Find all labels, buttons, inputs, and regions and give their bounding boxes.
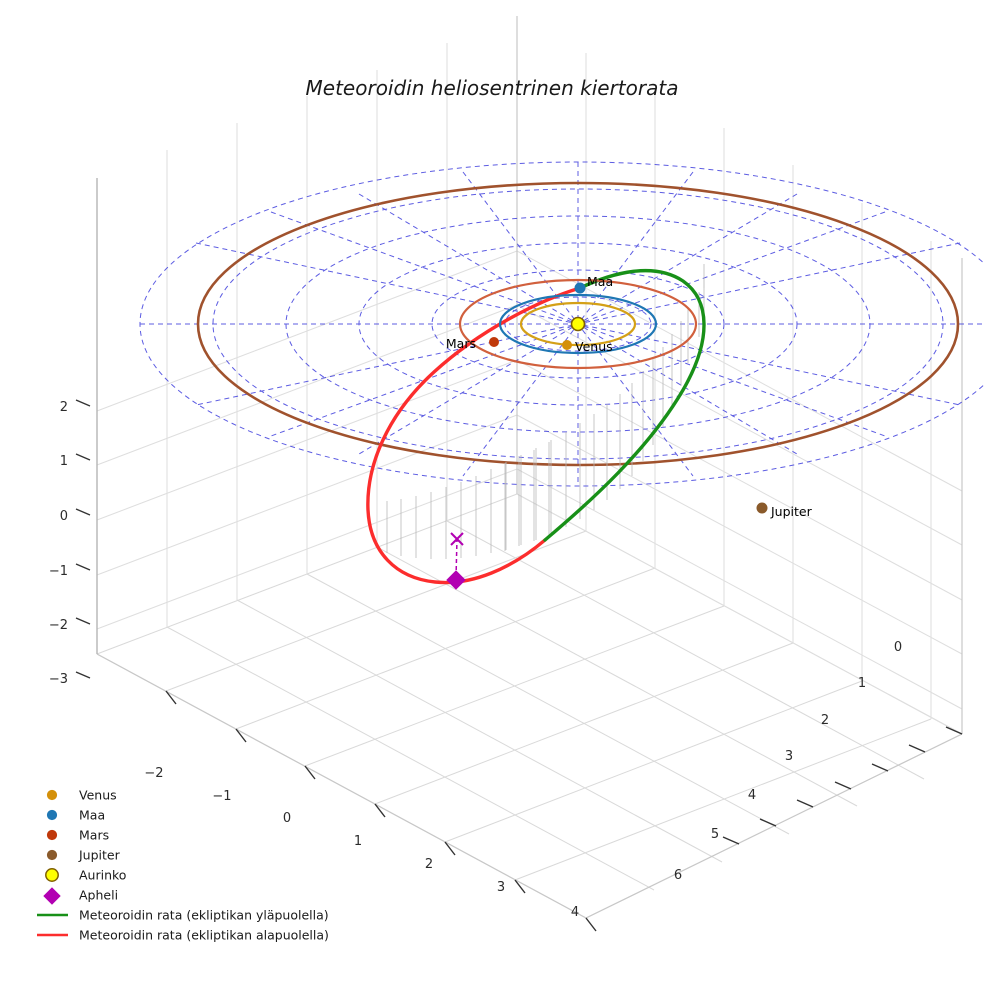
- x-tick-label: 4: [571, 905, 579, 920]
- planet-label-venus: Venus: [575, 339, 613, 354]
- planet-marker-maa: Maa: [574, 274, 613, 294]
- legend: Venus Maa Mars Jupiter Aurinko Apheli: [37, 788, 329, 943]
- legend-label: Jupiter: [78, 848, 121, 863]
- aphelion-group: [446, 532, 466, 590]
- legend-label: Meteoroidin rata (ekliptikan yläpuolella…: [79, 908, 329, 923]
- legend-label: Maa: [79, 808, 105, 823]
- box-edges: [96, 16, 963, 919]
- legend-label: Aurinko: [79, 868, 126, 883]
- z-tick-label: 1: [60, 454, 68, 469]
- legend-marker-circle-icon: [46, 829, 58, 841]
- legend-item-aurinko[interactable]: Aurinko: [45, 868, 127, 883]
- y-tick-label: 1: [858, 676, 866, 691]
- z-tick-label: 0: [60, 509, 68, 524]
- y-tick-label: 4: [748, 788, 756, 803]
- meteoroid-dropline-group: [386, 264, 705, 559]
- ecliptic-polar-grid: [139, 161, 984, 487]
- x-tick-label: −1: [212, 789, 231, 804]
- y-tick-label: 2: [821, 713, 829, 728]
- floor-grid: [96, 493, 963, 919]
- x-axis-ticks: [165, 690, 597, 932]
- sun-marker: [570, 316, 586, 332]
- legend-marker-circle-icon: [46, 849, 58, 861]
- meteoroid-orbit-above-ecliptic: [543, 268, 706, 542]
- y-tick-label: 5: [711, 827, 719, 842]
- jupiter-orbit: [196, 181, 960, 467]
- legend-item-mars[interactable]: Mars: [46, 828, 109, 843]
- legend-item-apheli[interactable]: Apheli: [43, 887, 118, 905]
- mars-orbit: [458, 278, 698, 370]
- left-wall-grid: [96, 16, 518, 654]
- venus-orbit: [519, 301, 637, 347]
- earth-orbit: [498, 293, 658, 355]
- y-tick-label: 0: [894, 640, 902, 655]
- legend-label: Meteoroidin rata (ekliptikan alapuolella…: [79, 928, 329, 943]
- z-tick-label: −3: [49, 672, 68, 687]
- planet-label-maa: Maa: [587, 274, 613, 289]
- y-tick-label: 3: [785, 749, 793, 764]
- right-wall-grid: [516, 16, 963, 735]
- z-axis-ticks: [75, 399, 91, 679]
- y-tick-label: 6: [674, 868, 682, 883]
- x-tick-label: 0: [283, 811, 291, 826]
- planet-marker-jupiter: Jupiter: [756, 502, 813, 519]
- legend-marker-circle-icon: [46, 809, 58, 821]
- z-tick-label: −2: [49, 618, 68, 633]
- page-title: Meteoroidin heliosentrinen kiertorata: [306, 76, 679, 100]
- aphelion-diamond-marker: [446, 570, 466, 590]
- x-tick-label: 2: [425, 857, 433, 872]
- legend-item-venus[interactable]: Venus: [46, 788, 117, 803]
- planet-marker-venus: Venus: [562, 339, 613, 354]
- legend-marker-circle-icon: [46, 789, 58, 801]
- x-tick-label: 1: [354, 834, 362, 849]
- y-axis-ticks: [722, 726, 963, 845]
- legend-item-maa[interactable]: Maa: [46, 808, 105, 823]
- legend-marker-sun-icon: [45, 868, 59, 882]
- x-tick-label: −2: [144, 766, 163, 781]
- legend-label: Apheli: [79, 888, 118, 903]
- meteoroid-orbit-below-ecliptic: [366, 286, 582, 585]
- axes-3d-pane: [75, 16, 963, 932]
- legend-label: Mars: [79, 828, 109, 843]
- legend-label: Venus: [79, 788, 117, 803]
- y-tick-labels: 0 1 2 3 4 5 6: [674, 640, 902, 883]
- planet-label-mars: Mars: [446, 336, 476, 351]
- z-tick-label: 2: [60, 400, 68, 415]
- z-tick-labels: 2 1 0 −1 −2 −3: [49, 400, 68, 687]
- legend-marker-diamond-icon: [43, 887, 61, 905]
- x-tick-labels: −2 −1 0 1 2 3 4: [144, 766, 579, 920]
- aphelion-projection-x-icon: [450, 532, 464, 546]
- legend-item-orbit-below[interactable]: Meteoroidin rata (ekliptikan alapuolella…: [37, 928, 329, 943]
- x-tick-label: 3: [497, 880, 505, 895]
- legend-item-orbit-above[interactable]: Meteoroidin rata (ekliptikan yläpuolella…: [37, 908, 329, 923]
- planet-marker-mars: Mars: [446, 336, 499, 351]
- planet-label-jupiter: Jupiter: [770, 504, 813, 519]
- z-tick-label: −1: [49, 564, 68, 579]
- legend-item-jupiter[interactable]: Jupiter: [46, 848, 121, 863]
